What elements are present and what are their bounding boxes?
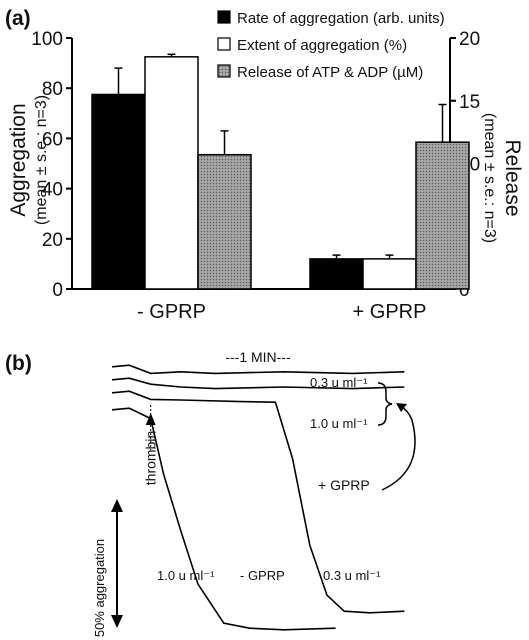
left-tick-label: 0: [52, 280, 63, 301]
left-axis-title: Aggregation: [7, 103, 30, 216]
left-tick-label: 80: [42, 79, 63, 100]
time-scale-bar: ---1 MIN---: [225, 349, 291, 365]
label-1-0-plus: 1.0 u ml⁻¹: [310, 416, 368, 431]
left-tick-label: 100: [31, 29, 63, 50]
brace: [377, 382, 393, 426]
panel-b-label: (b): [5, 352, 32, 375]
right-tick-label: 20: [459, 29, 480, 50]
thrombin-arrow: [145, 413, 156, 425]
gprp-arrow: [381, 405, 416, 491]
label-0-3-minus: 0.3 u ml⁻¹: [323, 568, 381, 583]
bar: [362, 258, 417, 290]
legend-swatch: [217, 64, 231, 78]
trace-line: [111, 364, 405, 375]
left-tick-label: 20: [42, 230, 63, 251]
scale-bar-arrow-bottom: [111, 615, 123, 628]
right-axis-subtitle: (mean ± s.e.: n=3): [481, 113, 498, 243]
gprp-arrowhead: [396, 403, 407, 412]
chart-a: 02040608010005101520Aggregation(mean ± s…: [7, 10, 524, 323]
bar: [144, 56, 199, 290]
category-label: + GPRP: [353, 301, 427, 323]
bar: [309, 258, 364, 290]
thrombin-label: thrombin: [143, 431, 159, 485]
right-tick-label: 0: [459, 280, 470, 301]
legend-label: Release of ATP & ADP (µM): [237, 64, 423, 81]
bar: [415, 141, 470, 290]
minus-gprp-label: - GPRP: [240, 568, 285, 583]
left-axis-subtitle: (mean ± s.e.: n=3): [33, 95, 50, 225]
trace-line: [111, 407, 336, 631]
left-tick-label: 60: [42, 129, 63, 150]
category-label: - GPRP: [137, 301, 206, 323]
panel-a-label: (a): [5, 7, 31, 30]
trace-line: [111, 377, 405, 390]
bar: [91, 93, 146, 290]
right-axis-title: Release: [501, 139, 524, 216]
legend-label: Rate of aggregation (arb. units): [237, 10, 445, 27]
legend-swatch: [217, 10, 231, 24]
legend-label: Extent of aggregation (%): [237, 37, 407, 54]
bar: [197, 153, 252, 290]
scale-bar-arrow-top: [111, 499, 123, 512]
label-1-0-minus: 1.0 u ml⁻¹: [157, 568, 215, 583]
right-tick-label: 15: [459, 92, 480, 113]
plus-gprp-label: + GPRP: [318, 477, 370, 493]
legend-swatch: [217, 37, 231, 51]
aggregation-scale-label: 50% aggregation: [92, 539, 107, 637]
chart-b: thrombin ---1 MIN--- 0.3 u ml⁻¹ 1.0 u ml⁻¹ +…: [92, 349, 416, 637]
trace-line: [111, 390, 405, 614]
label-0-3-plus: 0.3 u ml⁻¹: [310, 375, 368, 390]
left-tick-label: 40: [42, 180, 63, 201]
